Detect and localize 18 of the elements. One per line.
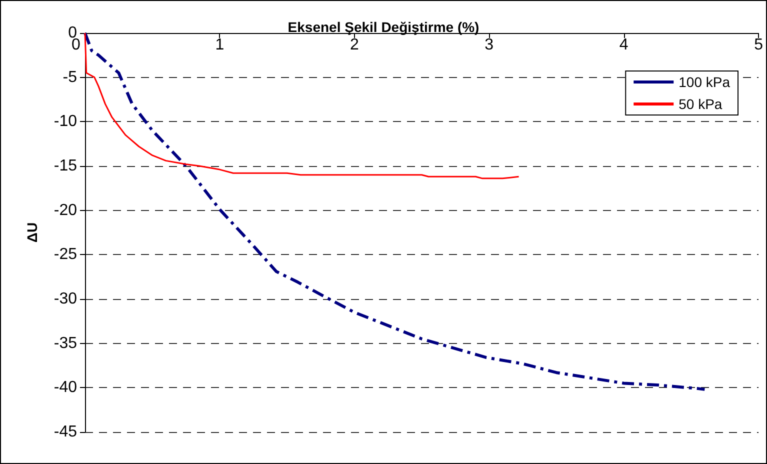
y-tick-label: -25 <box>54 246 78 264</box>
x-tick-label: 4 <box>619 36 628 54</box>
x-tick-label: 1 <box>215 36 224 54</box>
y-tick-label: -40 <box>54 379 78 396</box>
legend-label: 50 kPa <box>678 96 722 112</box>
x-tick-label: 5 <box>754 36 764 54</box>
y-tick-label: -30 <box>54 290 78 308</box>
y-tick-label: -15 <box>54 158 78 174</box>
y-tick-label: -20 <box>54 202 78 219</box>
y-tick-label: -35 <box>54 334 78 352</box>
x-tick-label: 2 <box>350 36 359 54</box>
x-tick-label: 3 <box>484 36 494 54</box>
y-tick-label: -10 <box>54 113 78 130</box>
y-axis-title: ΔU <box>24 222 40 243</box>
y-tick-label: -5 <box>62 68 78 86</box>
y-tick-label: -45 <box>54 424 78 440</box>
chart-title: Eksenel Şekil Değiştirme (%) <box>288 19 480 35</box>
legend-label: 100 kPa <box>678 74 730 90</box>
